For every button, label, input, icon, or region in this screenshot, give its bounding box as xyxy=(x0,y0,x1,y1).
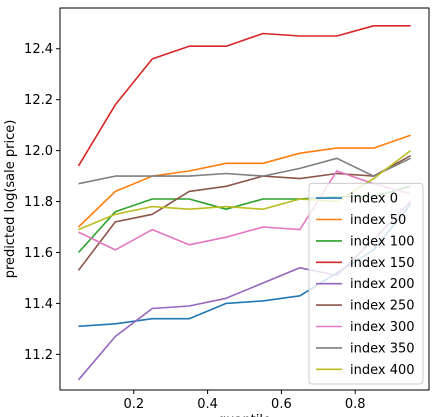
legend-label: index 350 xyxy=(350,341,415,356)
y-tick-label: 12.4 xyxy=(24,42,53,57)
axis-ticks: 0.2 0.4 0.6 0.8 11.2 11.4 11.6 11.8 12.0 12.2 12.4 xyxy=(24,42,365,412)
x-tick-label: 0.8 xyxy=(345,397,366,412)
legend-label: index 300 xyxy=(350,320,415,335)
y-tick-label: 12.0 xyxy=(24,144,53,159)
legend-label: index 100 xyxy=(350,234,415,249)
legend-label: index 400 xyxy=(350,363,415,378)
y-tick-label: 12.2 xyxy=(24,93,53,108)
series-line-3 xyxy=(77,24,411,167)
legend-label: index 200 xyxy=(350,277,415,292)
series-line-1 xyxy=(77,134,411,228)
legend-label: index 0 xyxy=(350,192,398,207)
series-line-6 xyxy=(78,170,411,251)
y-tick-label: 11.4 xyxy=(24,297,53,312)
series-line-5 xyxy=(77,154,411,271)
series-line-7 xyxy=(78,157,411,185)
x-axis-label: quantile xyxy=(218,413,271,417)
legend: index 0 index 50 index 100 index 150 index 2… xyxy=(308,182,424,385)
legend-label: index 150 xyxy=(350,256,415,271)
legend-label: index 50 xyxy=(350,213,406,228)
y-tick-label: 11.6 xyxy=(24,246,53,261)
legend-box xyxy=(308,182,424,385)
y-tick-label: 11.8 xyxy=(24,195,53,210)
y-tick-label: 11.2 xyxy=(24,348,53,363)
x-tick-label: 0.6 xyxy=(271,397,292,412)
legend-label: index 250 xyxy=(350,299,415,314)
plot-frame xyxy=(59,7,430,391)
x-tick-label: 0.2 xyxy=(123,397,144,412)
x-tick-label: 0.4 xyxy=(197,397,218,412)
series-lines xyxy=(77,24,412,381)
y-axis-label: predicted log(sale price) xyxy=(3,120,18,279)
